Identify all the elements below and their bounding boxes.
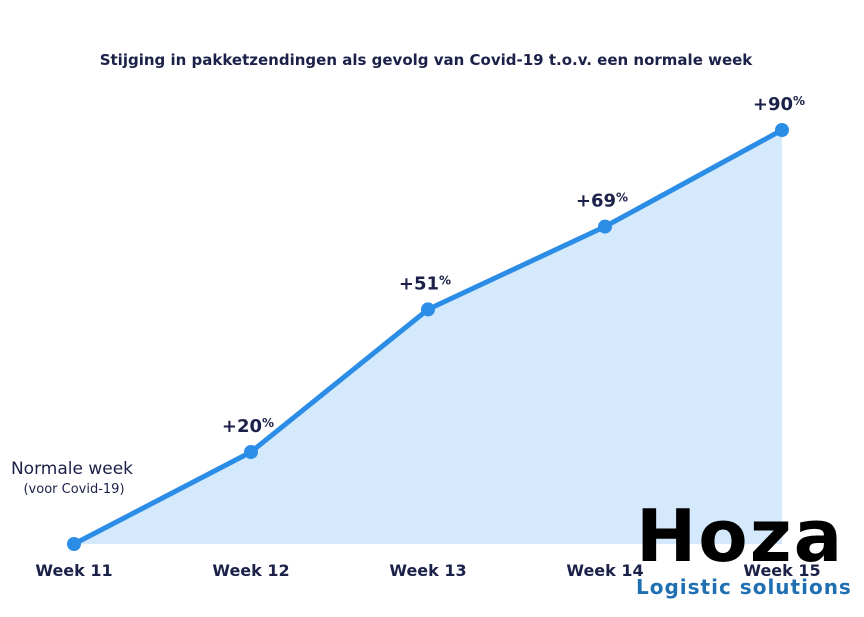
area-fill bbox=[74, 130, 782, 544]
data-label: +51% bbox=[399, 273, 451, 294]
baseline-sublabel: (voor Covid-19) bbox=[23, 482, 124, 497]
logo-tagline: Logistic solutions bbox=[636, 575, 852, 599]
data-point bbox=[775, 123, 789, 137]
data-point bbox=[598, 219, 612, 234]
data-label: +69% bbox=[576, 191, 628, 212]
logo-wordmark: Hoza bbox=[636, 494, 845, 578]
x-tick-label: Week 11 bbox=[35, 561, 112, 580]
baseline-label: Normale week bbox=[11, 459, 133, 479]
x-tick-label: Week 13 bbox=[389, 561, 466, 580]
data-point bbox=[67, 537, 81, 551]
chart-title: Stijging in pakketzendingen als gevolg v… bbox=[100, 51, 754, 69]
x-tick-label: Week 15 bbox=[743, 561, 820, 580]
hoza-logo: Hoza Logistic solutions bbox=[636, 496, 858, 598]
data-point bbox=[421, 302, 435, 317]
data-label: +20% bbox=[222, 416, 274, 437]
data-point bbox=[244, 445, 258, 459]
x-tick-label: Week 14 bbox=[566, 561, 643, 580]
data-label: +90% bbox=[753, 94, 805, 115]
x-tick-label: Week 12 bbox=[212, 561, 289, 580]
